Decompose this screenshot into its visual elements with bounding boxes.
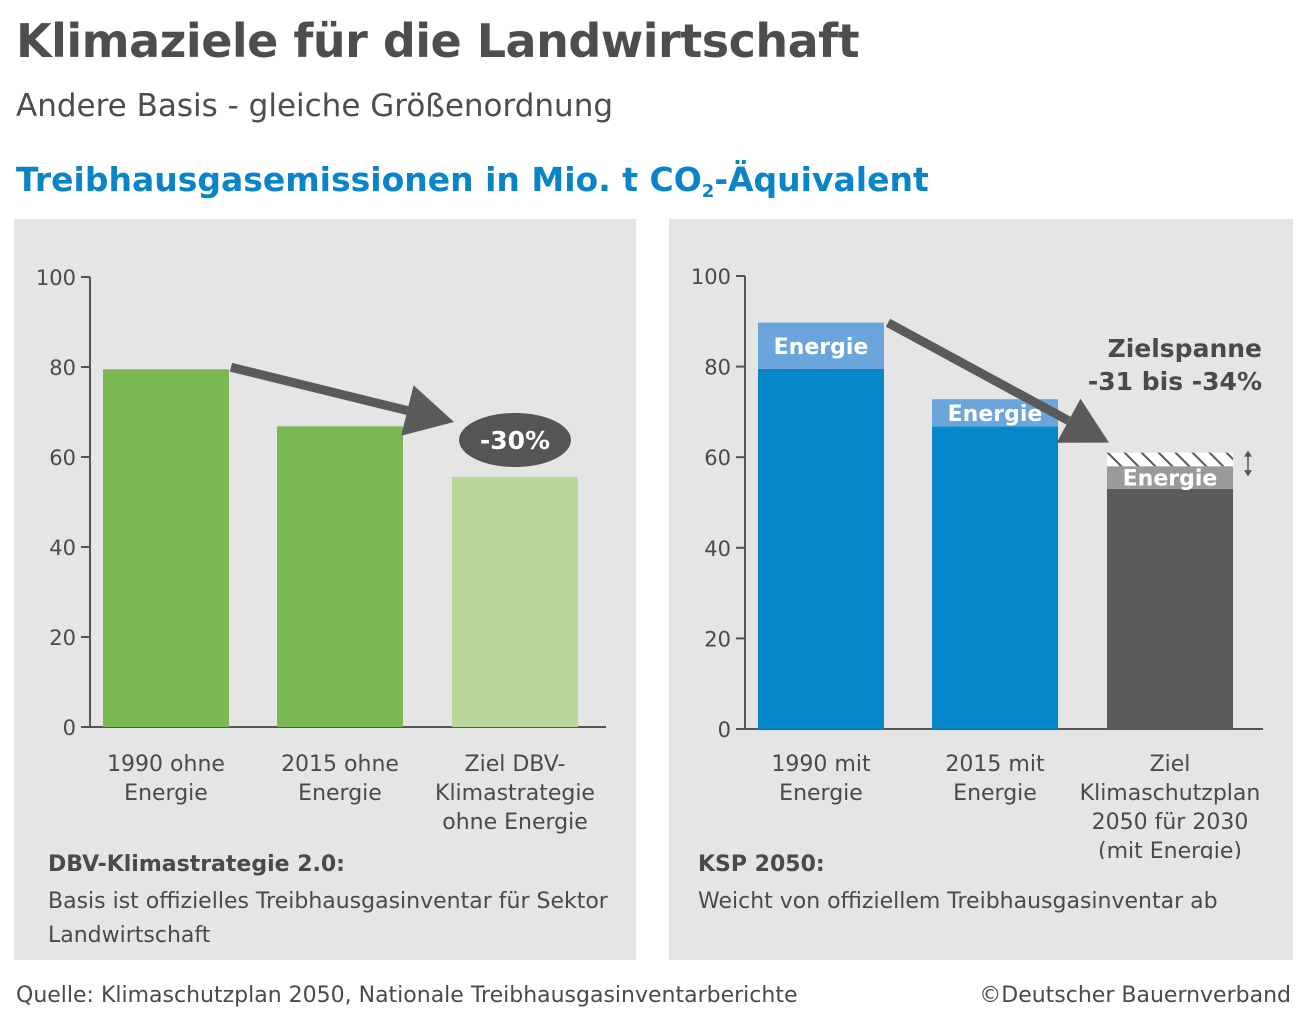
- chart-heading-tail: -Äquivalent: [714, 160, 929, 199]
- trend-arrow-shaft: [229, 362, 409, 415]
- category-label: 2015 ohne Energie: [281, 752, 399, 806]
- y-tick-label: 100: [36, 266, 76, 290]
- energy-segment-label: Energie: [948, 402, 1043, 427]
- chart-heading-subscript: 2: [701, 181, 715, 202]
- left-note-title: DBV-Klimastrategie 2.0:: [48, 852, 345, 877]
- trend-arrow-shaft: [885, 318, 1071, 425]
- y-tick-label: 80: [49, 356, 76, 380]
- left-bar-chart: 0 20 40 60 80 100 1990 ohne Energie 2015 ohne Ene…: [36, 266, 606, 835]
- left-note-text: Basis ist offizielles Treibhausgasinvent…: [48, 889, 608, 948]
- chart-heading: Treibhausgasemissionen in Mio. t CO2-Äqu…: [16, 160, 929, 202]
- bar: [452, 476, 578, 727]
- target-range-hatch: [1107, 452, 1233, 467]
- bar-base: [1107, 488, 1233, 729]
- energy-segment-label: Energie: [774, 335, 869, 360]
- bar-energy-segment: [1107, 466, 1233, 489]
- right-note-text: Weicht von offiziellem Treibhausgasinven…: [698, 889, 1218, 914]
- source-note: Quelle: Klimaschutzplan 2050, Nationale …: [16, 983, 798, 1008]
- bar-energy-segment: [758, 322, 884, 369]
- range-arrow-up: [1244, 450, 1252, 457]
- category-label: 1990 ohne Energie: [107, 752, 225, 806]
- y-tick-label: 20: [49, 626, 76, 650]
- copyright: ©Deutscher Bauernverband: [979, 983, 1291, 1008]
- y-tick-label: 80: [704, 356, 731, 380]
- bar-base: [758, 368, 884, 729]
- category-label: 1990 mit Energie: [771, 752, 871, 806]
- reduction-badge-label: -30%: [480, 426, 550, 455]
- energy-segment-label: Energie: [1123, 467, 1218, 492]
- y-tick-label: 20: [704, 627, 731, 651]
- trend-arrow-head: [1056, 398, 1109, 443]
- right-chart-panel: 0 20 40 60 80 100 Energie Energie Energie Zielspa…: [669, 219, 1293, 960]
- y-tick-label: 40: [704, 537, 731, 561]
- reduction-badge: [459, 413, 571, 467]
- range-arrow-down: [1244, 470, 1252, 477]
- bar: [103, 369, 229, 727]
- left-chart-panel: 0 20 40 60 80 100 1990 ohne Energie 2015 ohne Ene…: [14, 219, 636, 960]
- right-bar-chart: 0 20 40 60 80 100 Energie Energie Energie Zielspa…: [691, 265, 1263, 859]
- bar: [277, 426, 403, 727]
- bar-base: [932, 426, 1058, 729]
- right-note-title: KSP 2050:: [698, 852, 825, 877]
- target-range-annotation: -31 bis -34%: [1088, 367, 1262, 396]
- y-tick-label: 100: [691, 265, 731, 289]
- category-label: Ziel Klimaschutzplan 2050 für 2030 (mit Ene…: [1080, 752, 1261, 859]
- page-title: Klimaziele für die Landwirtschaft: [16, 14, 860, 68]
- page-subtitle: Andere Basis - gleiche Größenordnung: [16, 88, 614, 124]
- target-range-annotation: Zielspanne: [1108, 334, 1262, 363]
- category-label: 2015 mit Energie: [945, 752, 1045, 806]
- y-tick-label: 40: [49, 536, 76, 560]
- y-tick-label: 60: [704, 446, 731, 470]
- category-label: Ziel DBV-Klimastrategie ohne Energie: [435, 752, 595, 835]
- y-tick-label: 0: [718, 718, 731, 742]
- y-tick-label: 60: [49, 446, 76, 470]
- chart-heading-main: Treibhausgasemissionen in Mio. t CO: [16, 160, 702, 199]
- y-tick-label: 0: [63, 716, 76, 740]
- trend-arrow-head: [401, 385, 454, 436]
